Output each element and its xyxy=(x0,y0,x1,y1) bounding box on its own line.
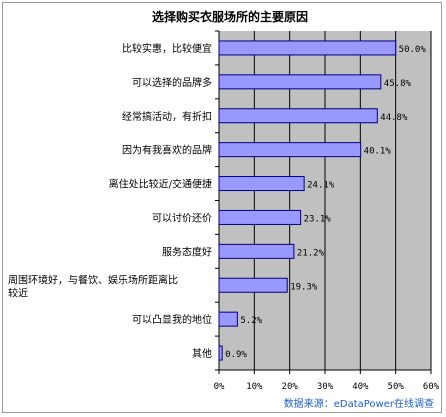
data-label: 19.3% xyxy=(290,282,318,292)
category-label: 可以选择的品牌多 xyxy=(132,76,212,89)
category-label: 服务态度好 xyxy=(162,245,212,258)
x-tick-label: 0% xyxy=(214,382,225,392)
data-label: 23.1% xyxy=(304,214,332,224)
category-label: 其他 xyxy=(192,347,212,360)
x-tick-label: 50% xyxy=(388,382,405,392)
bar xyxy=(218,345,223,361)
x-tick-label: 60% xyxy=(423,382,440,392)
bar xyxy=(218,311,238,327)
category-label: 经常搞活动，有折扣 xyxy=(122,110,212,123)
bar xyxy=(218,176,305,192)
x-tick-label: 30% xyxy=(317,382,334,392)
plot-area: 0% 10% 20% 30% 40% 50% 60% 50.0% 比较实惠，比较便宜 45.8% 可… xyxy=(8,30,440,392)
category-label: 可以凸显我的地位 xyxy=(132,313,212,326)
data-label: 40.1% xyxy=(364,147,392,157)
data-label: 5.2% xyxy=(240,316,262,326)
bar xyxy=(218,40,397,56)
x-tick-label: 20% xyxy=(282,382,299,392)
bar xyxy=(218,209,302,225)
data-label: 45.8% xyxy=(384,79,412,89)
category-label: 比较实惠，比较便宜 xyxy=(122,42,212,55)
category-label: 离住处比较近/交通便捷 xyxy=(109,178,212,191)
data-label: 50.0% xyxy=(399,45,427,55)
data-label: 24.1% xyxy=(307,181,335,191)
bar xyxy=(218,243,295,259)
chart-title: 选择购买衣服场所的主要原因 xyxy=(152,9,308,24)
data-label: 44.8% xyxy=(380,113,408,123)
x-tick-label: 40% xyxy=(352,382,369,392)
bar xyxy=(218,277,288,293)
bar xyxy=(218,142,362,158)
category-label: 因为有我喜欢的品牌 xyxy=(122,144,212,157)
data-label: 21.2% xyxy=(297,248,325,258)
data-label: 0.9% xyxy=(225,350,247,360)
source-note: 数据来源：eDataPower在线调查 xyxy=(284,397,434,410)
category-label: 可以讨价还价 xyxy=(152,212,212,224)
category-label: 较近 xyxy=(8,286,28,299)
category-label: 周围环境好，与餐饮、娱乐场所距离比 xyxy=(8,273,178,286)
bar xyxy=(218,74,382,90)
x-tick-label: 10% xyxy=(246,382,263,392)
bar xyxy=(218,108,378,124)
